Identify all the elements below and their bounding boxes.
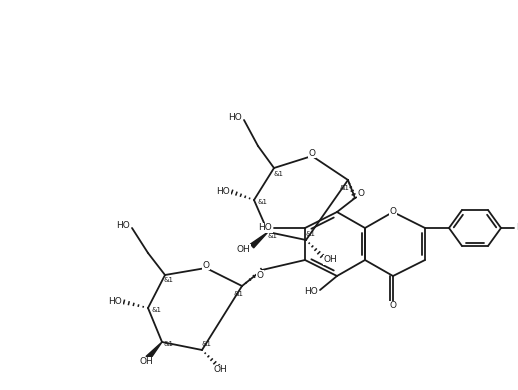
Text: HO: HO xyxy=(228,112,242,122)
Text: O: O xyxy=(309,149,315,158)
Text: HO: HO xyxy=(216,188,230,197)
Text: &1: &1 xyxy=(151,307,161,313)
Text: O: O xyxy=(256,271,264,280)
Text: HO: HO xyxy=(116,220,130,229)
Text: HO: HO xyxy=(304,287,318,296)
Text: O: O xyxy=(390,301,396,310)
Text: OH: OH xyxy=(324,255,338,264)
Text: OH: OH xyxy=(213,365,227,374)
Text: OH: OH xyxy=(139,358,153,367)
Text: &1: &1 xyxy=(268,233,278,239)
Polygon shape xyxy=(250,232,268,248)
Text: O: O xyxy=(357,190,365,199)
Text: HO: HO xyxy=(516,223,518,232)
Text: &1: &1 xyxy=(273,171,283,177)
Text: HO: HO xyxy=(108,298,122,307)
Text: HO: HO xyxy=(258,223,272,232)
Text: &1: &1 xyxy=(201,341,211,347)
Text: O: O xyxy=(390,207,396,216)
Text: &1: &1 xyxy=(164,277,174,283)
Text: &1: &1 xyxy=(257,199,267,205)
Text: &1: &1 xyxy=(163,341,173,347)
Text: &1: &1 xyxy=(305,231,315,237)
Text: O: O xyxy=(203,261,209,269)
Text: OH: OH xyxy=(236,245,250,254)
Polygon shape xyxy=(146,342,162,360)
Text: &1: &1 xyxy=(233,291,243,297)
Text: &1: &1 xyxy=(339,185,349,191)
